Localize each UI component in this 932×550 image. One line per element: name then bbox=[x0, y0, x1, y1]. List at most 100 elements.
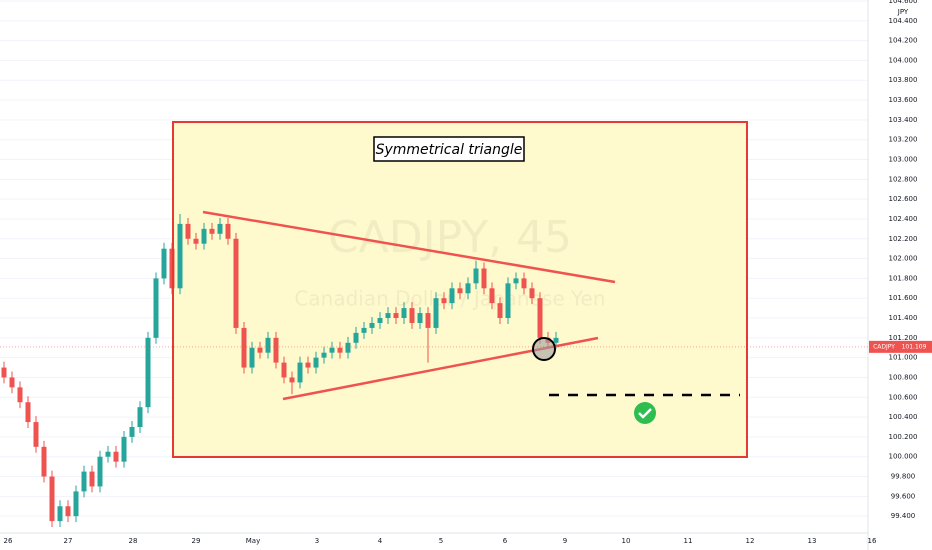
candle-body bbox=[481, 268, 487, 289]
candle-body bbox=[217, 223, 223, 234]
candle-body bbox=[521, 278, 527, 289]
candle-body bbox=[193, 238, 199, 244]
candle-body bbox=[417, 313, 423, 323]
x-tick-label: 3 bbox=[315, 537, 319, 545]
x-tick-label: 9 bbox=[563, 537, 567, 545]
candle-body bbox=[433, 298, 439, 328]
watermark: CADJPY, 45 bbox=[328, 212, 572, 263]
candle-body bbox=[1, 367, 7, 378]
candle-body bbox=[249, 347, 255, 368]
x-tick-label: 27 bbox=[64, 537, 73, 545]
candle-body bbox=[137, 407, 143, 427]
candle-body bbox=[209, 228, 215, 234]
y-tick-label: 103.400 bbox=[889, 116, 918, 124]
candle-body bbox=[465, 283, 471, 294]
candle-body bbox=[537, 298, 543, 338]
candle-body bbox=[289, 377, 295, 383]
candle-body bbox=[393, 313, 399, 319]
symbol-tag-label: CADJPY bbox=[873, 343, 895, 350]
check-mark bbox=[638, 408, 652, 419]
candle-body bbox=[65, 506, 71, 517]
candle-body bbox=[25, 402, 31, 423]
candle-body bbox=[185, 223, 191, 239]
x-tick-label: 28 bbox=[129, 537, 138, 545]
candle-body bbox=[153, 278, 159, 338]
candle-body bbox=[457, 288, 463, 294]
candle-body bbox=[113, 451, 119, 462]
candle-body bbox=[369, 322, 375, 328]
candle-body bbox=[57, 506, 63, 522]
y-tick-label: 101.400 bbox=[889, 314, 918, 322]
candle-body bbox=[425, 313, 431, 328]
candle-body bbox=[489, 288, 495, 304]
y-tick-label: 99.800 bbox=[891, 473, 916, 481]
y-tick-label: 99.600 bbox=[891, 492, 916, 500]
currency-label: JPY bbox=[897, 8, 909, 16]
annotation-label: Symmetrical triangle bbox=[376, 142, 523, 158]
candle-body bbox=[281, 362, 287, 378]
candle-body bbox=[201, 228, 207, 244]
y-tick-label: 103.800 bbox=[889, 76, 918, 84]
x-tick-label: 4 bbox=[378, 537, 383, 545]
breakout-circle bbox=[532, 337, 556, 361]
candle-body bbox=[161, 248, 167, 279]
x-tick-label: 16 bbox=[868, 537, 877, 545]
candle-body bbox=[225, 223, 231, 239]
y-tick-label: 99.400 bbox=[891, 512, 916, 520]
y-tick-label: 102.200 bbox=[889, 235, 918, 243]
candle-body bbox=[321, 352, 327, 358]
y-tick-label: 102.000 bbox=[889, 255, 918, 263]
y-tick-label: 100.600 bbox=[889, 393, 918, 401]
candle-body bbox=[9, 377, 15, 388]
candle-body bbox=[353, 332, 359, 343]
candle-body bbox=[449, 288, 455, 304]
candle-body bbox=[553, 337, 559, 343]
candle-body bbox=[41, 446, 47, 477]
y-tick-label: 104.000 bbox=[889, 56, 918, 64]
candle-body bbox=[497, 303, 503, 319]
y-tick-label: 104.400 bbox=[889, 17, 918, 25]
upper-trendline bbox=[202, 210, 616, 284]
y-tick-label: 101.000 bbox=[889, 354, 918, 362]
candle-body bbox=[505, 283, 511, 319]
candle-body bbox=[361, 327, 367, 333]
candle-body bbox=[377, 318, 383, 323]
candle-body bbox=[17, 387, 23, 403]
candle-body bbox=[337, 347, 343, 353]
x-tick-label: 6 bbox=[503, 537, 508, 545]
last-price-label: 101.109 bbox=[902, 343, 927, 350]
candle-body bbox=[233, 238, 239, 328]
check-icon bbox=[634, 402, 656, 424]
y-tick-label: 103.600 bbox=[889, 96, 918, 104]
x-tick-label: 26 bbox=[4, 537, 13, 545]
y-tick-label: 102.600 bbox=[889, 195, 918, 203]
candle-body bbox=[105, 451, 111, 457]
candle-body bbox=[329, 347, 335, 353]
x-tick-label: 29 bbox=[192, 537, 201, 545]
candle-body bbox=[257, 347, 263, 353]
y-tick-label: 101.200 bbox=[889, 334, 918, 342]
candle-body bbox=[409, 308, 415, 323]
candle-body bbox=[73, 491, 79, 517]
annotation-box bbox=[373, 136, 525, 162]
candle-body bbox=[529, 288, 535, 299]
candle-body bbox=[305, 362, 311, 368]
candle-body bbox=[273, 337, 279, 363]
candle-body bbox=[129, 426, 135, 437]
y-tick-label: 103.200 bbox=[889, 136, 918, 144]
y-tick-label: 101.800 bbox=[889, 274, 918, 282]
candle-body bbox=[97, 456, 103, 487]
candle-body bbox=[441, 298, 447, 304]
candle-body bbox=[297, 362, 303, 383]
candle-body bbox=[121, 436, 127, 462]
x-tick-label: May bbox=[246, 537, 260, 545]
candle-body bbox=[473, 268, 479, 284]
candle-body bbox=[145, 337, 151, 408]
y-tick-label: 100.800 bbox=[889, 373, 918, 381]
candle-body bbox=[265, 337, 271, 353]
candle-body bbox=[89, 471, 95, 487]
y-tick-label: 102.400 bbox=[889, 215, 918, 223]
x-tick-label: 12 bbox=[746, 537, 755, 545]
y-tick-label: 100.400 bbox=[889, 413, 918, 421]
